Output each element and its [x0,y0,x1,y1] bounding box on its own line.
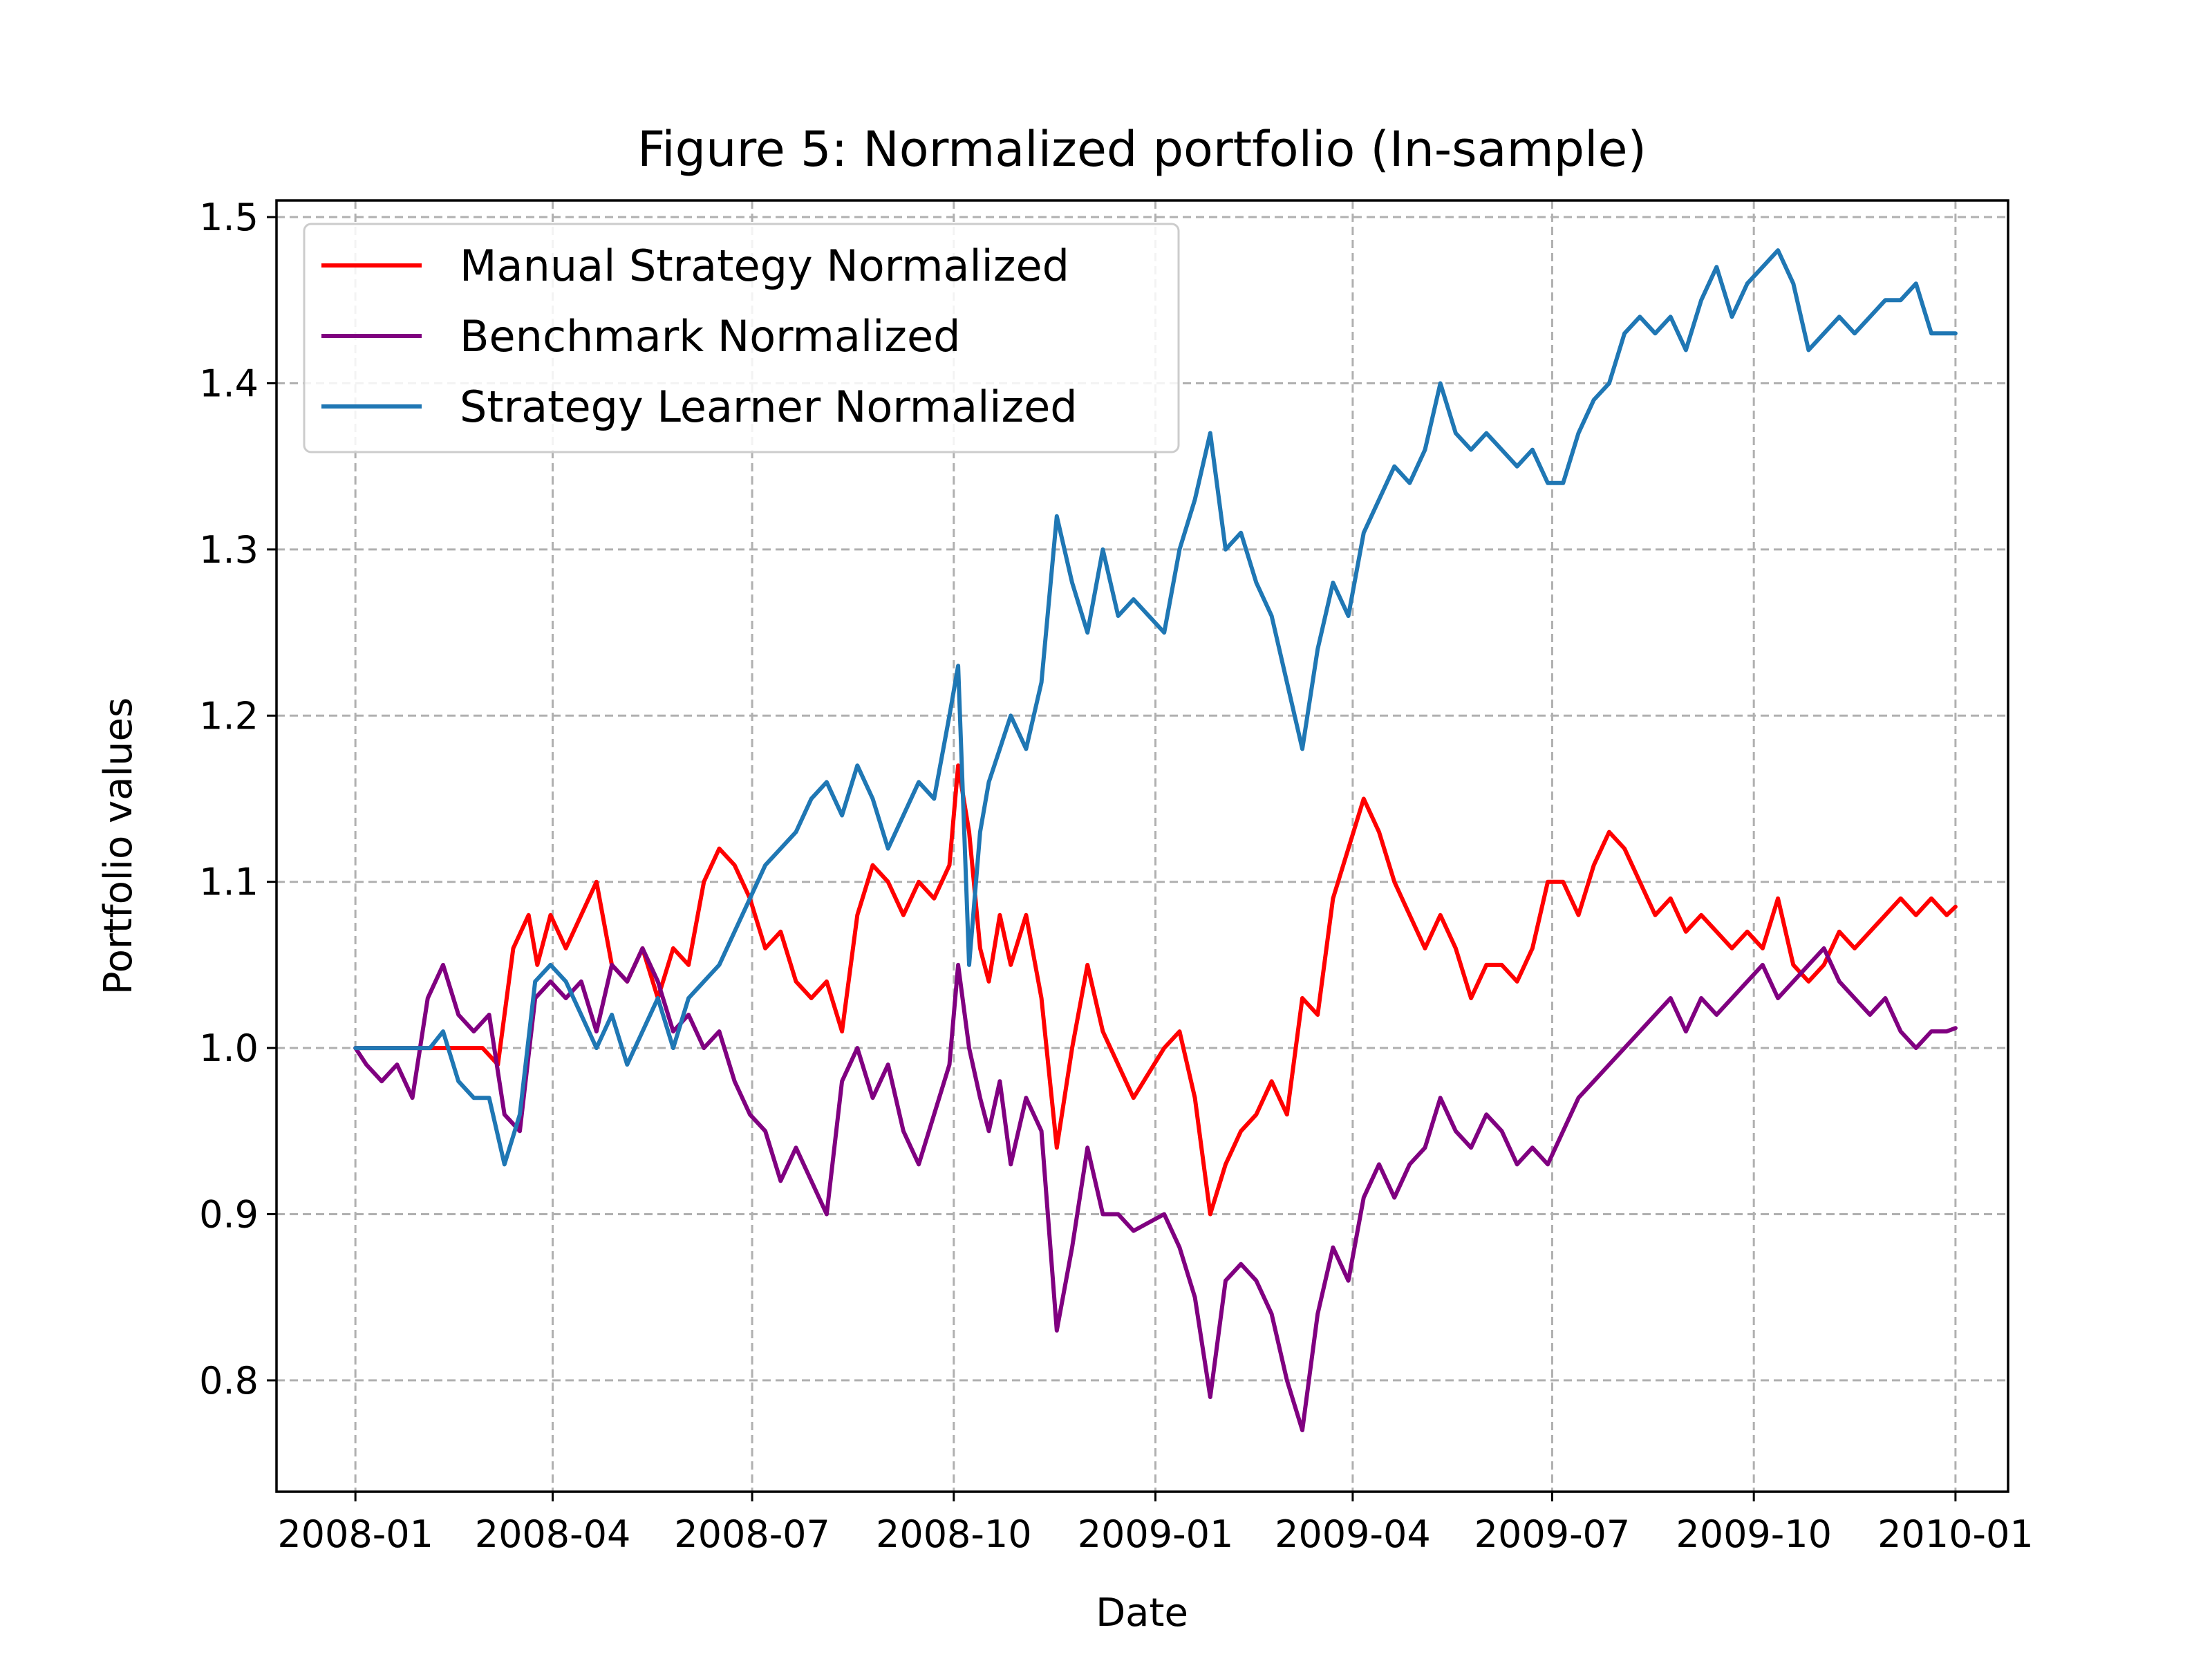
series-line-2 [353,946,1958,1432]
legend-label: Benchmark Normalized [460,311,960,362]
y-tick-label: 1.5 [199,196,259,239]
series-line-3 [353,248,1958,1167]
series-line-1 [353,763,1958,1217]
x-tick-label: 2008-04 [475,1512,631,1556]
legend-box [303,223,1180,453]
x-axis: 2008-01 2008-04 2008-07 2008-10 2009-01 2009-… [277,1492,2034,1556]
x-tick-label: 2009-01 [1078,1512,1234,1556]
x-tick-label: 2009-07 [1474,1512,1631,1556]
x-tick-label: 2009-04 [1275,1512,1431,1556]
x-tick-label: 2010-01 [1877,1512,2034,1556]
y-tick-label: 1.1 [199,861,259,904]
y-axis: 0.8 0.9 1.0 1.1 1.2 1.3 1.4 1.5 [199,196,276,1403]
plot-frame [275,199,2009,1493]
legend-label: Strategy Learner Normalized [460,382,1078,432]
x-tick-label: 2008-07 [674,1512,830,1556]
y-tick-label: 0.9 [199,1193,259,1237]
legend-label: Manual Strategy Normalized [460,241,1069,291]
x-axis-label: Date [1096,1591,1188,1635]
y-tick-label: 1.2 [199,694,259,738]
y-tick-label: 1.4 [199,362,259,405]
legend: Manual Strategy Normalized Benchmark Norm… [303,223,1180,453]
y-tick-label: 1.0 [199,1027,259,1070]
y-tick-label: 1.3 [199,528,259,572]
x-tick-label: 2008-10 [876,1512,1032,1556]
chart-title: Figure 5: Normalized portfolio (In-sampl… [637,121,1647,178]
y-tick-label: 0.8 [199,1359,259,1403]
series-group [353,248,1958,1432]
y-axis-label: Portfolio values [96,697,141,995]
x-tick-label: 2008-01 [277,1512,433,1556]
x-tick-label: 2009-10 [1676,1512,1832,1556]
